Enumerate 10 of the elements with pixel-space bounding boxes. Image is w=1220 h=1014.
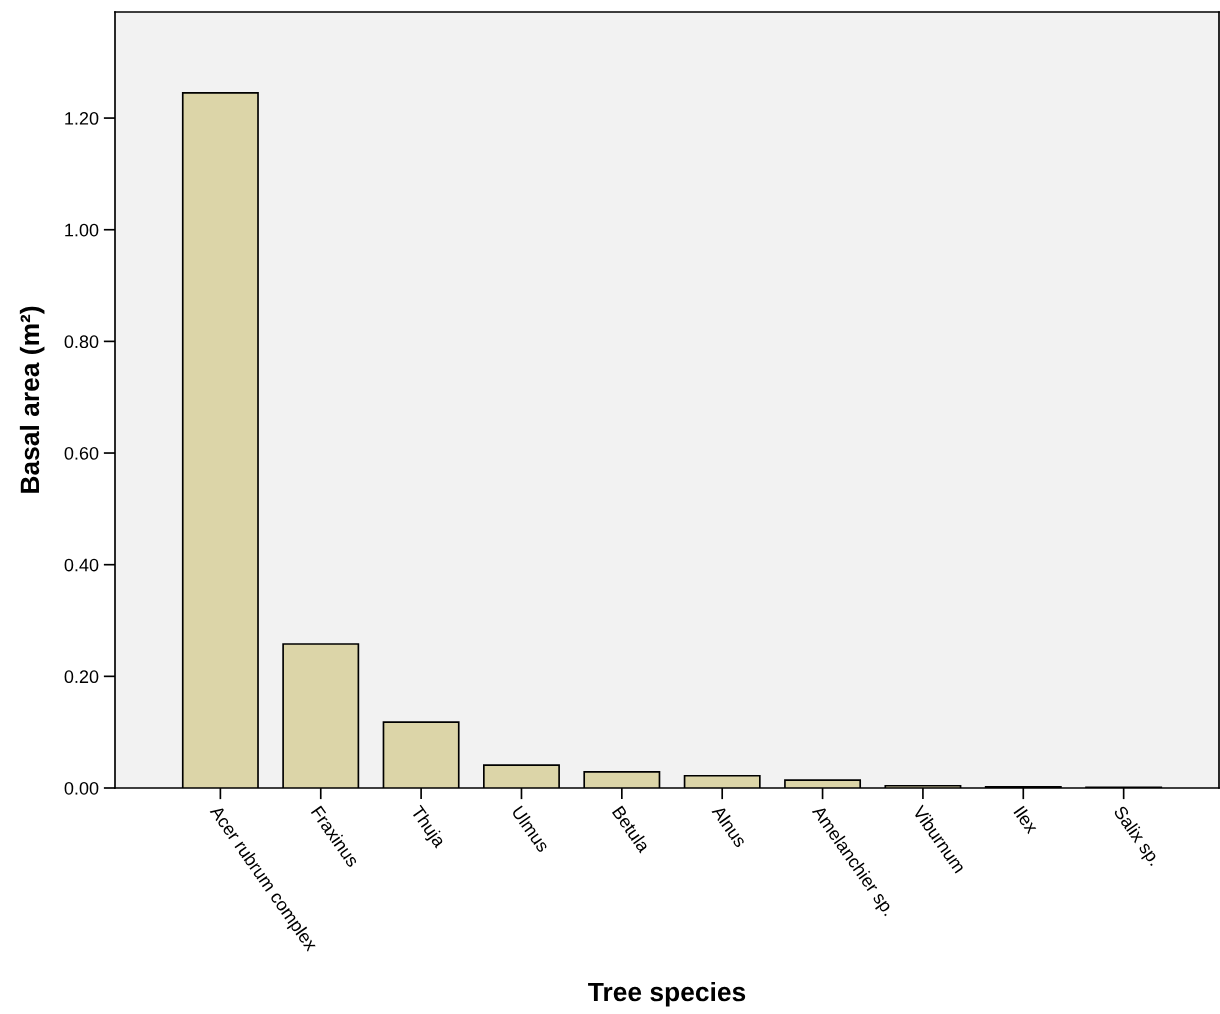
y-tick-label: 0.40 <box>64 558 99 572</box>
y-axis-title: Basal area (m²) <box>19 306 45 493</box>
y-tick-label: 0.20 <box>64 670 99 684</box>
x-axis-title: Tree species <box>588 981 746 1007</box>
y-tick-label: 0.00 <box>64 781 99 795</box>
y-tick-label: 0.80 <box>64 335 99 349</box>
x-tick-label: Ilex <box>1013 805 1040 835</box>
y-tick-label: 0.60 <box>64 446 99 460</box>
y-tick-label: 1.00 <box>65 223 99 237</box>
y-tick-label: 1.20 <box>65 112 99 125</box>
